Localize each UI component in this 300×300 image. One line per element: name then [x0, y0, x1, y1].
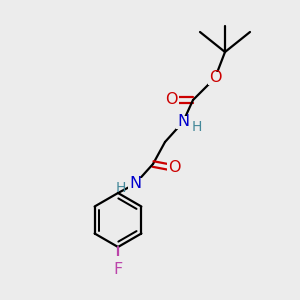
FancyBboxPatch shape [176, 116, 190, 128]
FancyBboxPatch shape [128, 178, 142, 190]
Text: O: O [165, 92, 177, 107]
Text: O: O [168, 160, 180, 175]
Text: F: F [113, 262, 123, 277]
FancyBboxPatch shape [165, 94, 179, 106]
Text: N: N [177, 115, 189, 130]
FancyBboxPatch shape [208, 71, 222, 85]
Text: H: H [116, 181, 126, 195]
Text: N: N [129, 176, 141, 191]
FancyBboxPatch shape [113, 256, 123, 266]
Text: O: O [209, 70, 221, 86]
FancyBboxPatch shape [167, 161, 181, 175]
Text: H: H [192, 120, 202, 134]
